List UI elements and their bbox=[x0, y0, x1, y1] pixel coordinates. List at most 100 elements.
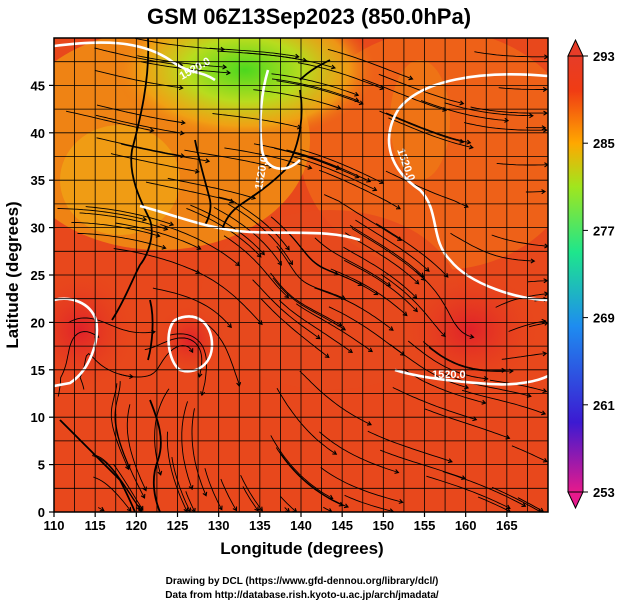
streamline-arrowhead bbox=[136, 505, 141, 511]
streamline-arrowhead bbox=[169, 221, 175, 227]
x-axis-ticks: 110 115 120 125 130 135 140 145 150 155 160 165 bbox=[44, 512, 518, 533]
streamline bbox=[253, 89, 341, 110]
y-tick-label: 15 bbox=[31, 363, 45, 378]
streamline-arrowhead bbox=[541, 189, 547, 195]
colorbar-ticks: 293 285 277 269 261 253 bbox=[583, 49, 615, 500]
streamline-arrowhead bbox=[459, 100, 465, 106]
streamline bbox=[442, 471, 526, 507]
streamline bbox=[227, 203, 293, 265]
streamline-arrowhead bbox=[397, 236, 402, 241]
streamline-arrowhead bbox=[149, 127, 155, 133]
y-axis-title: Latitude (degrees) bbox=[3, 201, 22, 348]
streamline bbox=[351, 228, 426, 281]
streamline-arrowhead bbox=[521, 502, 527, 507]
streamline bbox=[314, 287, 394, 331]
y-axis-ticks: 0 5 10 15 20 25 30 35 40 45 bbox=[31, 78, 54, 520]
streamline bbox=[191, 408, 207, 496]
streamline bbox=[57, 208, 147, 221]
streamline bbox=[511, 445, 548, 463]
streamline bbox=[160, 224, 240, 266]
streamline-arrowhead bbox=[285, 245, 290, 251]
streamline bbox=[212, 113, 302, 129]
streamline bbox=[144, 337, 203, 377]
x-tick-label: 145 bbox=[331, 518, 353, 533]
streamline-arrowhead bbox=[335, 165, 341, 170]
coast-hokkaido bbox=[299, 59, 331, 81]
y-tick-label: 10 bbox=[31, 410, 45, 425]
coast-taiwan bbox=[147, 299, 154, 361]
graticule bbox=[54, 38, 548, 512]
contour-east bbox=[387, 73, 548, 302]
streamline-arrowhead bbox=[424, 267, 430, 272]
colorbar-tick-label: 293 bbox=[593, 49, 615, 64]
streamline bbox=[110, 153, 199, 173]
field-mid bbox=[200, 210, 460, 390]
streamline bbox=[276, 387, 337, 455]
streamline-arrowhead bbox=[542, 388, 548, 394]
streamline bbox=[137, 55, 227, 68]
streamline-arrowhead bbox=[332, 450, 338, 455]
streamline bbox=[367, 430, 453, 463]
streamline-arrowhead bbox=[277, 260, 282, 266]
streamline bbox=[93, 476, 132, 512]
streamline bbox=[253, 143, 341, 170]
streamline-arrowhead bbox=[504, 117, 510, 123]
streamline-arrowhead bbox=[398, 499, 404, 504]
streamline bbox=[94, 69, 183, 89]
streamline-arrowhead bbox=[529, 113, 534, 119]
contour-south bbox=[394, 368, 548, 386]
streamline bbox=[477, 496, 511, 512]
streamline bbox=[380, 274, 446, 337]
streamline bbox=[388, 117, 473, 149]
streamline-arrowhead bbox=[307, 164, 313, 170]
contour-mid bbox=[139, 204, 361, 242]
streamline bbox=[68, 317, 155, 334]
streamline bbox=[355, 219, 430, 272]
streamline-arrowhead bbox=[142, 216, 148, 222]
colorbar: 293 285 277 269 261 253 bbox=[567, 38, 615, 510]
streamline-arrowhead bbox=[232, 506, 238, 512]
streamline-arrowhead bbox=[413, 307, 418, 313]
streamline bbox=[240, 475, 263, 511]
streamline-arrowhead bbox=[260, 250, 265, 256]
streamline bbox=[403, 368, 486, 404]
streamline-arrowhead bbox=[408, 75, 414, 81]
streamline-arrowhead bbox=[459, 138, 465, 144]
streamline-arrowhead bbox=[414, 279, 420, 285]
streamline bbox=[496, 162, 548, 166]
streamline-arrowhead bbox=[315, 334, 321, 340]
streamline-arrowhead bbox=[501, 367, 507, 373]
x-tick-label: 165 bbox=[496, 518, 518, 533]
streamline bbox=[95, 114, 184, 134]
streamline bbox=[284, 507, 290, 512]
x-tick-label: 155 bbox=[414, 518, 436, 533]
streamline-arrowhead bbox=[468, 144, 474, 150]
streamline bbox=[167, 333, 207, 396]
streamline-arrowhead bbox=[483, 375, 489, 382]
streamline-arrowhead bbox=[99, 506, 105, 512]
streamline bbox=[96, 137, 185, 157]
colorbar-tick-label: 253 bbox=[593, 485, 615, 500]
streamline-arrowhead bbox=[161, 244, 167, 250]
streamline bbox=[209, 47, 299, 58]
streamline-arrowhead bbox=[180, 120, 186, 126]
streamline bbox=[171, 457, 191, 512]
colorbar-tick-label: 285 bbox=[593, 136, 615, 151]
streamline bbox=[270, 272, 342, 327]
y-tick-label: 45 bbox=[31, 78, 45, 93]
streamline bbox=[420, 100, 509, 122]
streamline bbox=[135, 38, 225, 50]
streamline-arrowhead bbox=[366, 177, 372, 183]
streamline-arrowhead bbox=[218, 505, 223, 511]
streamline-arrowhead bbox=[469, 334, 475, 340]
y-tick-label: 0 bbox=[38, 505, 45, 520]
streamline bbox=[296, 303, 373, 352]
streamline-arrowhead bbox=[330, 64, 336, 70]
streamline bbox=[491, 234, 548, 247]
streamline bbox=[491, 486, 541, 512]
colorbar-tick-label: 269 bbox=[593, 311, 615, 326]
y-tick-label: 25 bbox=[31, 268, 45, 283]
streamline bbox=[271, 78, 359, 102]
streamline bbox=[79, 353, 133, 390]
streamline-arrowhead bbox=[543, 127, 548, 133]
